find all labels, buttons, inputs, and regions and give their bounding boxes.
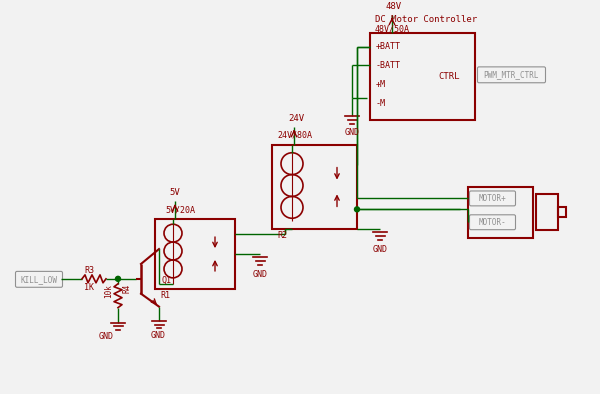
Text: 10k: 10k (104, 284, 113, 298)
Circle shape (355, 207, 359, 212)
Circle shape (115, 276, 121, 281)
Text: GND: GND (98, 333, 113, 342)
Text: 24V/80A: 24V/80A (277, 131, 312, 140)
Bar (468, 186, 533, 238)
Text: Q1: Q1 (161, 276, 171, 285)
Bar (370, 33, 475, 120)
Text: CTRL: CTRL (438, 72, 460, 81)
Text: -BATT: -BATT (376, 61, 401, 70)
Text: 5V: 5V (169, 188, 180, 197)
Text: GND: GND (345, 128, 360, 137)
Text: GND: GND (253, 270, 268, 279)
Text: 48V/50A: 48V/50A (375, 25, 410, 33)
Text: +BATT: +BATT (376, 42, 401, 51)
Bar (155, 219, 235, 289)
FancyBboxPatch shape (470, 191, 515, 206)
FancyBboxPatch shape (478, 67, 545, 83)
Text: MOTOR-: MOTOR- (479, 218, 506, 227)
FancyBboxPatch shape (470, 215, 515, 230)
Bar (272, 145, 357, 229)
Text: R2: R2 (277, 231, 287, 240)
Text: +M: +M (376, 80, 386, 89)
Text: 1K: 1K (84, 283, 94, 292)
Text: DC Motor Controller: DC Motor Controller (375, 15, 477, 24)
Bar (558, 207, 566, 217)
Text: PWM_MTR_CTRL: PWM_MTR_CTRL (484, 70, 539, 79)
Text: MOTOR+: MOTOR+ (479, 194, 506, 203)
Text: KILL_LOW: KILL_LOW (20, 275, 58, 284)
Bar (536, 195, 558, 230)
FancyBboxPatch shape (16, 271, 62, 287)
Text: GND: GND (151, 331, 166, 340)
Text: GND: GND (373, 245, 388, 254)
Text: 5V/20A: 5V/20A (165, 205, 195, 214)
Text: R1: R1 (160, 291, 170, 300)
Text: 24V: 24V (288, 114, 304, 123)
Text: R4: R4 (123, 284, 132, 294)
Text: 48V: 48V (386, 2, 402, 11)
Text: R3: R3 (84, 266, 94, 275)
Text: -M: -M (376, 98, 386, 108)
